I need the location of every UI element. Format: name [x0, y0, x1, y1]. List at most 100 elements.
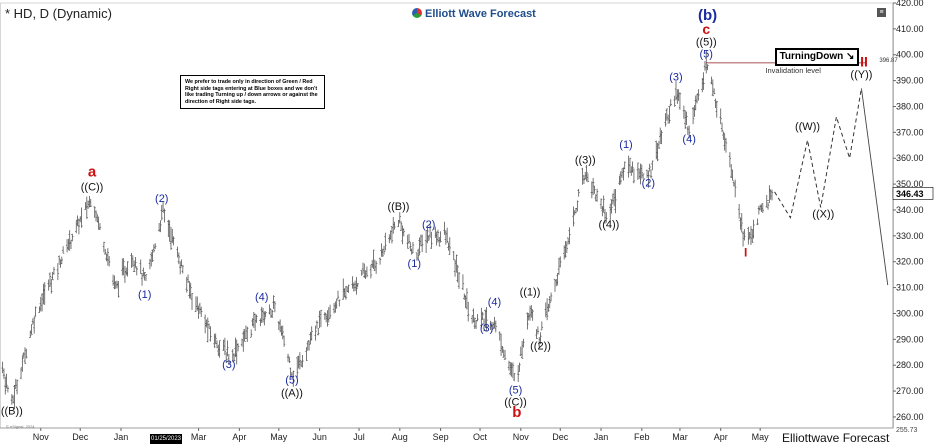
ohlc-bar — [637, 168, 641, 179]
ohlc-bar — [235, 339, 238, 365]
ohlc-bar — [640, 164, 644, 179]
wave-label: a — [88, 163, 97, 180]
ohlc-bar — [739, 217, 742, 230]
ohlc-bar — [526, 312, 529, 330]
ohlc-bar — [176, 246, 179, 258]
ohlc-bar — [530, 305, 533, 318]
logo-icon — [412, 8, 422, 18]
ohlc-bar — [566, 237, 570, 245]
ohlc-bar — [261, 307, 265, 323]
ohlc-bar — [465, 288, 469, 310]
ohlc-bar — [684, 110, 687, 129]
ohlc-bar — [445, 227, 449, 244]
ohlc-bar — [217, 344, 220, 357]
wave-label: ((1)) — [520, 286, 541, 298]
ohlc-bar — [355, 277, 358, 295]
ohlc-bar — [180, 259, 183, 267]
ohlc-bar — [213, 333, 216, 348]
ohlc-bar — [47, 279, 50, 291]
ohlc-bar — [353, 280, 357, 292]
y-tick-label: 400.00 — [896, 50, 924, 60]
ohlc-bar — [305, 347, 308, 362]
ohlc-bar — [687, 125, 691, 139]
ohlc-bar — [457, 271, 461, 289]
ohlc-bar — [564, 241, 567, 258]
ohlc-bar — [380, 243, 383, 257]
ohlc-bar — [6, 386, 10, 393]
ohlc-bar — [111, 274, 115, 286]
projection-dashed-path — [774, 88, 862, 220]
ohlc-bar — [263, 311, 266, 326]
ohlc-bar — [365, 266, 369, 278]
ohlc-bar — [76, 215, 79, 226]
ohlc-bar — [84, 202, 87, 210]
ohlc-bar — [335, 298, 338, 309]
ohlc-bar — [38, 306, 41, 313]
ohlc-bar — [748, 232, 751, 239]
ohlc-bar — [711, 79, 715, 97]
ohlc-bar — [401, 225, 404, 245]
ohlc-bar — [246, 326, 249, 342]
ohlc-bar — [42, 283, 45, 305]
x-tick-label: Apr — [232, 432, 246, 442]
ohlc-bar — [29, 330, 32, 338]
ohlc-bar — [456, 264, 459, 283]
ohlc-bar — [438, 236, 441, 247]
ohlc-bar — [244, 325, 248, 339]
ohlc-bar — [705, 50, 708, 74]
ohlc-bar — [467, 301, 470, 322]
ohlc-bar — [22, 352, 25, 358]
ohlc-bar — [522, 338, 525, 348]
ohlc-bar — [181, 265, 185, 274]
ohlc-bar — [645, 169, 649, 178]
ohlc-bar — [502, 349, 505, 358]
ohlc-bar — [198, 302, 202, 314]
ohlc-bar — [236, 343, 240, 352]
ohlc-bar — [121, 258, 124, 276]
ohlc-bar — [553, 278, 557, 292]
ohlc-bar — [673, 95, 676, 107]
ohlc-bar — [586, 173, 590, 183]
ohlc-bar — [601, 206, 604, 217]
wave-label: (b) — [698, 7, 717, 24]
ohlc-bar — [657, 140, 661, 149]
ohlc-bar — [676, 89, 679, 104]
ohlc-bar — [34, 306, 37, 317]
ohlc-bar — [410, 248, 413, 255]
ohlc-bar — [584, 171, 587, 180]
ohlc-bar — [706, 64, 709, 71]
ohlc-bar — [666, 114, 670, 124]
settings-icon[interactable]: ≡ — [877, 8, 886, 17]
ohlc-bar — [593, 185, 596, 194]
ohlc-bar — [448, 237, 451, 255]
wave-label: (1) — [408, 258, 421, 270]
ohlc-bar — [327, 307, 330, 323]
ohlc-bar — [271, 309, 274, 318]
ohlc-bar — [323, 312, 327, 320]
ohlc-bar — [728, 152, 732, 168]
ohlc-bar — [384, 232, 387, 251]
ohlc-bar — [494, 320, 498, 333]
ohlc-bar — [623, 161, 626, 170]
ohlc-bar — [97, 216, 100, 230]
ohlc-bar — [93, 206, 96, 218]
ohlc-bar — [131, 255, 135, 267]
ohlc-bar — [749, 226, 753, 246]
ohlc-bar — [538, 337, 541, 349]
ohlc-bar — [223, 337, 227, 356]
ohlc-bar — [664, 113, 667, 127]
wave-label: ((C)) — [81, 182, 104, 194]
y-tick-label: 260.00 — [896, 412, 924, 422]
ohlc-bar — [618, 175, 621, 185]
ohlc-bar — [207, 323, 211, 329]
turning-down-label: TurningDown — [779, 51, 844, 62]
ohlc-bar — [317, 328, 320, 336]
ohlc-bar — [361, 262, 365, 274]
ohlc-bar — [426, 226, 429, 244]
ohlc-bar — [573, 210, 576, 216]
ohlc-bar — [402, 228, 405, 237]
ohlc-bar — [518, 362, 521, 372]
ohlc-bar — [620, 168, 624, 178]
ohlc-bar — [536, 326, 540, 335]
